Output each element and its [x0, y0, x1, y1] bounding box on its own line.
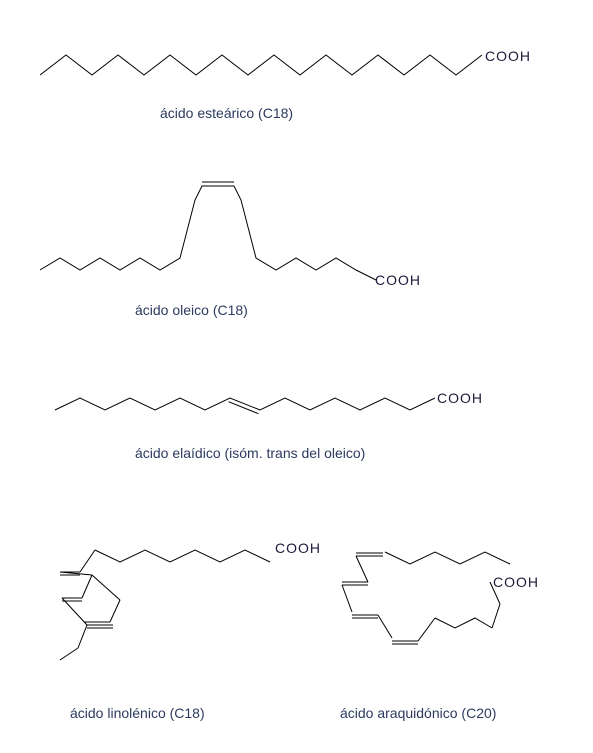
arachidonic-cooh: COOH [493, 574, 539, 590]
arachidonic-structure [0, 0, 593, 700]
linolenic-label: ácido linolénico (C18) [70, 705, 205, 721]
arachidonic-label: ácido araquidónico (C20) [340, 705, 496, 721]
